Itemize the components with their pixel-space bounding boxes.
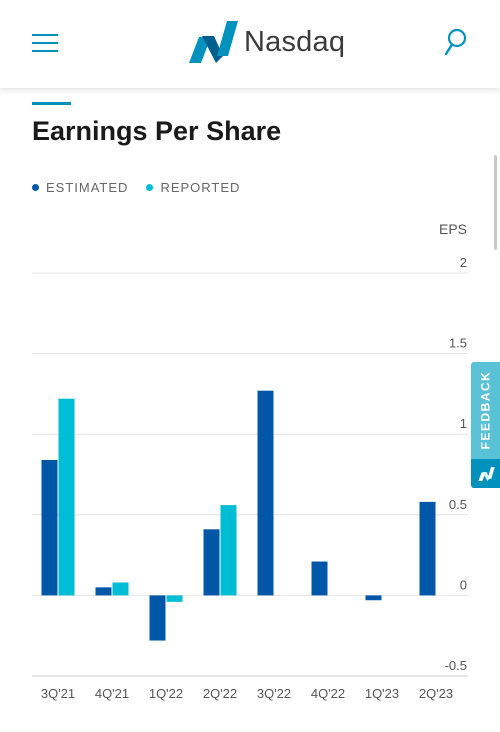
x-tick-label: 1Q'22: [149, 686, 183, 701]
bar-estimated: [203, 529, 220, 596]
hamburger-menu-icon[interactable]: [32, 31, 58, 55]
bar-estimated: [257, 390, 274, 596]
legend-item-estimated[interactable]: ESTIMATED: [32, 180, 128, 195]
nasdaq-logo-icon: [189, 21, 238, 63]
logo-text: Nasdaq: [244, 25, 346, 58]
bar-reported: [112, 582, 129, 596]
y-axis-label: EPS: [439, 221, 467, 237]
bar-reported: [58, 398, 75, 596]
legend-reported-label: REPORTED: [160, 180, 241, 195]
bar-estimated: [41, 459, 58, 596]
x-tick-label: 1Q'23: [365, 686, 399, 701]
y-tick-label: 2: [460, 255, 467, 270]
y-tick-label: 0.5: [449, 497, 467, 512]
section-title: Earnings Per Share: [32, 116, 282, 146]
section-accent-line: [32, 102, 71, 105]
nasdaq-logo[interactable]: Nasdaq: [185, 19, 345, 65]
bar-reported: [220, 505, 237, 596]
legend-item-reported[interactable]: REPORTED: [146, 180, 240, 195]
feedback-nasdaq-icon: [471, 459, 500, 488]
bar-estimated: [419, 501, 436, 596]
bar-reported: [166, 595, 183, 602]
bar-estimated: [95, 587, 112, 596]
y-tick-label: 0: [460, 577, 467, 592]
legend-estimated-dot: [32, 184, 39, 191]
feedback-label-wrap: FEEDBACK: [471, 362, 500, 458]
y-tick-label: 1: [460, 416, 467, 431]
feedback-label: FEEDBACK: [478, 370, 493, 450]
bar-estimated: [149, 595, 166, 641]
search-icon[interactable]: [442, 27, 468, 57]
y-tick-label: -0.5: [445, 658, 467, 673]
y-tick-label: 1.5: [449, 336, 467, 351]
site-header: Nasdaq: [0, 0, 500, 88]
x-tick-label: 4Q'22: [311, 686, 345, 701]
feedback-tab[interactable]: FEEDBACK: [471, 362, 500, 488]
x-tick-label: 4Q'21: [95, 686, 129, 701]
x-tick-label: 3Q'22: [257, 686, 291, 701]
chart-legend: ESTIMATED REPORTED: [32, 180, 258, 195]
bar-estimated: [365, 595, 382, 601]
x-tick-label: 2Q'22: [203, 686, 237, 701]
legend-estimated-label: ESTIMATED: [46, 180, 129, 195]
eps-bar-chart: EPS 2 1.5 1 0.5 0 -0.5 3Q'21 4Q'21 1Q'22 2Q'22 3Q'2…: [32, 221, 468, 701]
bar-estimated: [311, 561, 328, 596]
x-tick-label: 2Q'23: [419, 686, 453, 701]
x-tick-label: 3Q'21: [41, 686, 75, 701]
scrollbar-thumb[interactable]: [494, 155, 497, 250]
legend-reported-dot: [146, 184, 154, 191]
